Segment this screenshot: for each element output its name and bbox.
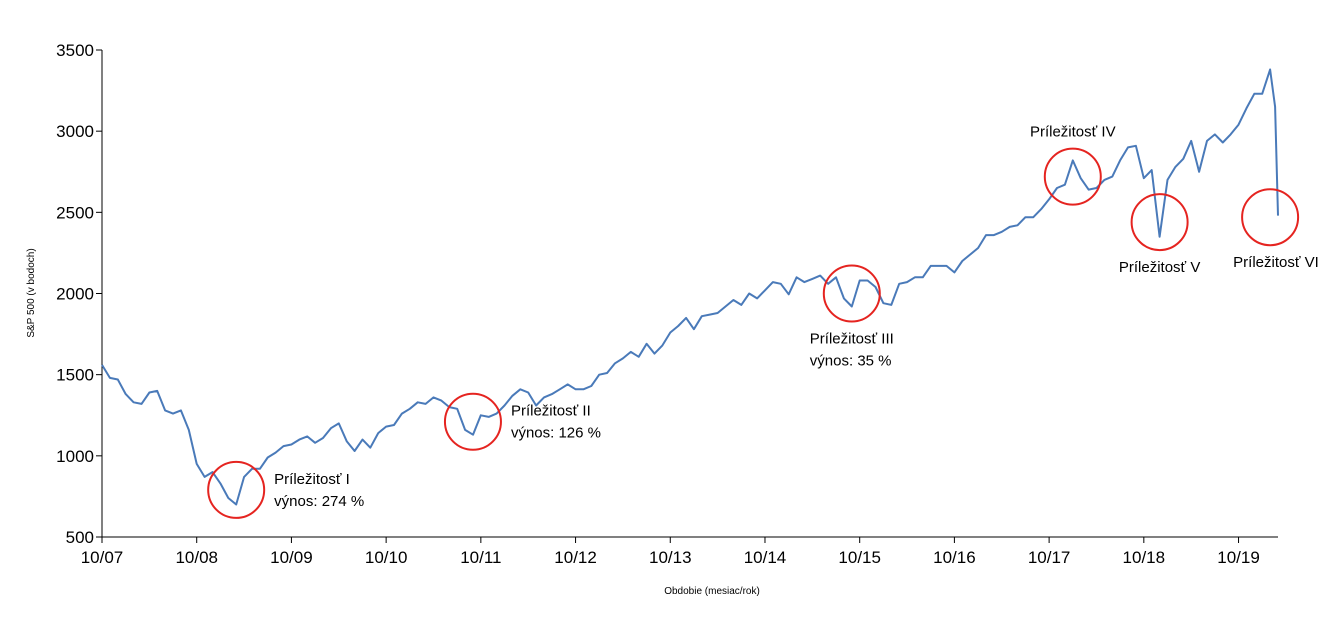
x-tick-label: 10/07 xyxy=(81,548,124,567)
x-tick-label: 10/09 xyxy=(270,548,313,567)
annotation-sublabel: výnos: 274 % xyxy=(274,493,364,510)
annotation-label: Príležitosť II xyxy=(511,403,591,420)
annotation-label: Príležitosť VI xyxy=(1233,254,1319,271)
y-tick-label: 1500 xyxy=(56,366,94,385)
y-tick-label: 3000 xyxy=(56,122,94,141)
annotation-circle xyxy=(443,392,502,451)
x-tick-label: 10/19 xyxy=(1217,548,1260,567)
x-tick-label: 10/08 xyxy=(175,548,218,567)
x-tick-label: 10/17 xyxy=(1028,548,1071,567)
annotation-label: Príležitosť III xyxy=(810,331,894,348)
y-tick-label: 500 xyxy=(66,528,94,547)
x-tick-label: 10/13 xyxy=(649,548,692,567)
annotation-circle xyxy=(1043,147,1102,206)
series-line xyxy=(101,68,1279,506)
y-tick-label: 2000 xyxy=(56,285,94,304)
annotation-sublabel: výnos: 35 % xyxy=(810,353,892,370)
x-tick-label: 10/11 xyxy=(460,548,501,567)
y-tick-label: 1000 xyxy=(56,447,94,466)
annotation-label: Príležitosť I xyxy=(274,471,350,488)
y-tick-label: 2500 xyxy=(56,203,94,222)
annotation-label: Príležitosť V xyxy=(1119,259,1200,276)
annotation-circle xyxy=(207,460,266,519)
annotation-circle xyxy=(1241,188,1300,247)
x-axis-title: Obdobie (mesiac/rok) xyxy=(664,586,760,597)
x-tick-label: 10/14 xyxy=(744,548,787,567)
x-tick-label: 10/18 xyxy=(1123,548,1166,567)
annotation-label: Príležitosť IV xyxy=(1030,124,1116,141)
x-tick-label: 10/15 xyxy=(838,548,881,567)
annotation-sublabel: výnos: 126 % xyxy=(511,425,601,442)
x-tick-label: 10/12 xyxy=(554,548,597,567)
y-axis-title: S&P 500 (v bodoch) xyxy=(26,248,37,337)
x-tick-label: 10/10 xyxy=(365,548,408,567)
annotation-circle xyxy=(822,264,881,323)
y-tick-label: 3500 xyxy=(56,41,94,60)
x-tick-label: 10/16 xyxy=(933,548,976,567)
annotation-circle xyxy=(1130,193,1189,252)
